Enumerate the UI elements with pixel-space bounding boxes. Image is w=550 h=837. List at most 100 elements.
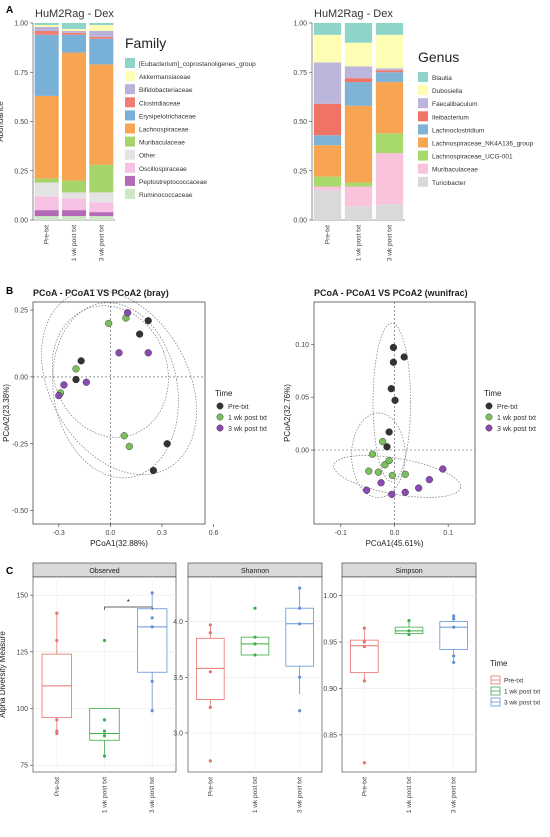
data-point [362, 486, 371, 494]
bar-segment [344, 105, 373, 183]
data-point [149, 466, 158, 475]
legend-swatch [125, 58, 135, 68]
data-point [208, 759, 212, 763]
bar-segment [34, 182, 59, 197]
y-axis-label: Alpha Diversity Measure [0, 631, 7, 718]
legend-label: Lachnospiraceae_UCG-001 [432, 154, 513, 161]
legend-swatch [125, 84, 135, 95]
data-point [368, 450, 377, 458]
y-tick-label: 0.85 [323, 732, 337, 739]
bar-segment [375, 153, 404, 205]
legend-label: Lachnospiraceae_NK4A136_group [432, 141, 534, 148]
y-tick-label: 0.05 [295, 395, 309, 402]
legend-swatch [125, 175, 135, 186]
legend-marker [485, 424, 493, 432]
confidence-ellipse [41, 289, 197, 475]
bar-segment [313, 62, 342, 104]
data-point [389, 343, 398, 352]
data-point [150, 625, 154, 629]
x-tick-label: 0.1 [443, 530, 453, 537]
bar-segment [313, 135, 342, 146]
bar-segment [34, 23, 59, 25]
data-point [253, 635, 257, 639]
data-point [150, 591, 154, 595]
data-point [362, 679, 366, 683]
legend-title: Family [125, 35, 166, 51]
pcoa-bray-plot: PCoA - PCoA1 VS PCoA2 (bray) -0.3 0.0 0.3 0.… [2, 288, 219, 548]
box [350, 639, 379, 674]
data-point [298, 709, 302, 713]
plot-frame [32, 301, 206, 525]
data-point [452, 614, 456, 618]
data-point [115, 349, 123, 357]
box [285, 607, 314, 667]
data-point [120, 432, 128, 440]
x-tick-label: Pre-txt [54, 777, 61, 796]
legend-marker [216, 402, 224, 410]
legend-title: Genus [418, 49, 459, 65]
legend-swatch [125, 71, 135, 82]
x-tick-label: 0.0 [390, 530, 400, 537]
y-tick-label: 1.00 [293, 21, 307, 28]
data-point [362, 761, 366, 765]
x-tick-label: 1 wk post txt [252, 777, 259, 813]
bar-segment [89, 212, 114, 217]
y-tick-label: 0.50 [14, 119, 28, 126]
data-point [452, 617, 456, 621]
data-point [298, 675, 302, 679]
y-tick-label: 4.0 [173, 619, 183, 626]
y-tick-label: 150 [16, 593, 28, 600]
bar-segment [89, 164, 114, 193]
y-axis-label: PCoA2(32.76%) [283, 384, 292, 442]
y-tick-label: 0.95 [323, 640, 337, 647]
y-tick-label: 0.10 [295, 342, 309, 349]
bar-segment [34, 24, 59, 27]
data-point [77, 357, 85, 365]
bar-segment [61, 192, 87, 199]
legend-label: Pre-txt [497, 404, 518, 411]
data-point [401, 470, 409, 478]
facet-label: Simpson [395, 568, 422, 575]
pcoa-bray-legend: Time Pre-txt 1 wk post txt 3 wk post txt [215, 389, 267, 433]
confidence-ellipse [52, 302, 179, 479]
bar-segment [375, 68, 404, 71]
legend-swatch [418, 98, 428, 109]
legend-swatch [418, 163, 428, 174]
y-tick-label: 1.00 [14, 21, 28, 28]
bar-segment [344, 66, 373, 79]
data-point [407, 629, 411, 633]
y-tick-label: 0.00 [293, 218, 307, 225]
legend-label: 3 wk post txt [504, 700, 540, 707]
data-point [389, 358, 398, 366]
bar-segment [344, 42, 373, 67]
data-point [150, 679, 154, 683]
x-tick-label: -0.1 [335, 530, 347, 537]
data-point [401, 488, 409, 496]
bar-segment [313, 23, 342, 35]
data-point [253, 642, 257, 646]
bar-segment [313, 145, 342, 177]
box [196, 637, 225, 700]
y-tick-label: 3.5 [173, 675, 183, 682]
legend-label: Erysipelotrichaceae [139, 113, 196, 120]
genus-legend: Genus Blautia Dubosiella Faecalibaculum Ilei… [418, 49, 534, 187]
y-tick-label: 75 [20, 763, 28, 770]
data-point [72, 365, 80, 373]
bar-segment [375, 204, 404, 220]
legend-label: Oscillospiraceae [139, 166, 187, 173]
data-point [105, 319, 113, 327]
bar-segment [34, 95, 59, 179]
data-point [208, 670, 212, 674]
y-axis-label: PCoA2(23.38%) [2, 384, 11, 442]
data-point [60, 381, 68, 389]
bar-segment [375, 70, 404, 73]
confidence-ellipse [333, 455, 462, 498]
legend-swatch [125, 123, 135, 134]
legend-swatch [125, 162, 135, 173]
pcoa-wunifrac-plot: PCoA - PCoA1 VS PCoA2 (wunifrac)-0.1 0.0 0… [283, 288, 476, 548]
y-tick-label: 3.0 [173, 731, 183, 738]
family-legend: Family [Eubacterium]_coprostanoligenes_gr… [125, 35, 256, 199]
legend-label: 1 wk post txt [228, 415, 267, 422]
legend-label: Turicibacter [432, 180, 467, 187]
y-tick-label: 0.25 [14, 308, 28, 315]
